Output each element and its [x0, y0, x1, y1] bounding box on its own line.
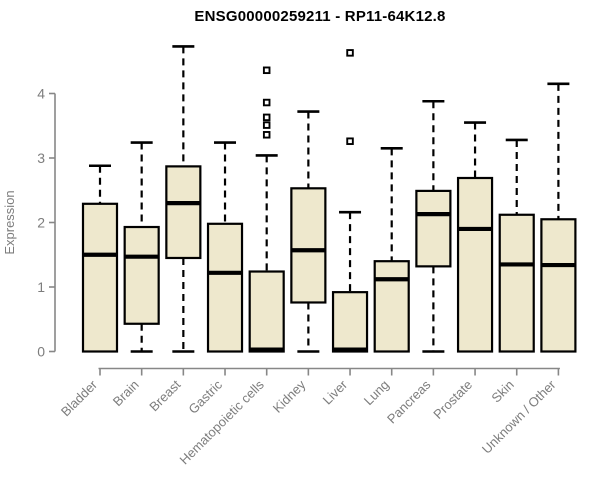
outlier-point-hematopoietic-cells [262, 113, 271, 122]
outlier-point-liver [346, 137, 354, 145]
x-tick-label: Breast [146, 377, 183, 414]
outlier-point-hematopoietic-cells [262, 66, 271, 75]
box-prostate [456, 176, 494, 353]
outlier-point-liver [346, 49, 354, 57]
x-tick-label: Bladder [58, 377, 101, 420]
box-pancreas [415, 189, 452, 268]
outlier-point-hematopoietic-cells [262, 98, 271, 107]
x-tick-label: Pancreas [384, 377, 434, 427]
box-liver [331, 291, 369, 353]
y-tick-label: 1 [37, 279, 45, 295]
box-kidney [290, 187, 327, 304]
y-tick-label: 4 [37, 86, 45, 102]
x-tick-label: Skin [488, 377, 516, 405]
box-skin [498, 213, 535, 353]
box-hematopoietic-cells [248, 270, 285, 353]
box-gastric [206, 222, 244, 353]
outlier-point-hematopoietic-cells [262, 131, 271, 139]
x-tick-label: Lung [361, 377, 392, 408]
x-tick-label: Gastric [185, 377, 225, 417]
box-breast [165, 165, 202, 260]
x-tick-label: Prostate [430, 377, 475, 422]
y-tick-label: 2 [37, 215, 45, 231]
x-tick-label: Brain [110, 377, 142, 409]
box-unknown-other [540, 218, 577, 353]
x-tick-label: Kidney [270, 377, 309, 416]
outlier-point-hematopoietic-cells [262, 121, 271, 129]
y-tick-label: 0 [37, 344, 45, 360]
y-axis-title: Expression [2, 190, 17, 254]
chart-title: ENSG00000259211 - RP11-64K12.8 [194, 8, 446, 25]
x-tick-label: Unknown / Other [479, 377, 559, 457]
box-brain [123, 225, 160, 325]
y-tick-label: 3 [37, 150, 45, 166]
x-tick-label: Liver [320, 377, 351, 408]
box-lung [373, 260, 410, 353]
box-bladder [81, 202, 119, 353]
